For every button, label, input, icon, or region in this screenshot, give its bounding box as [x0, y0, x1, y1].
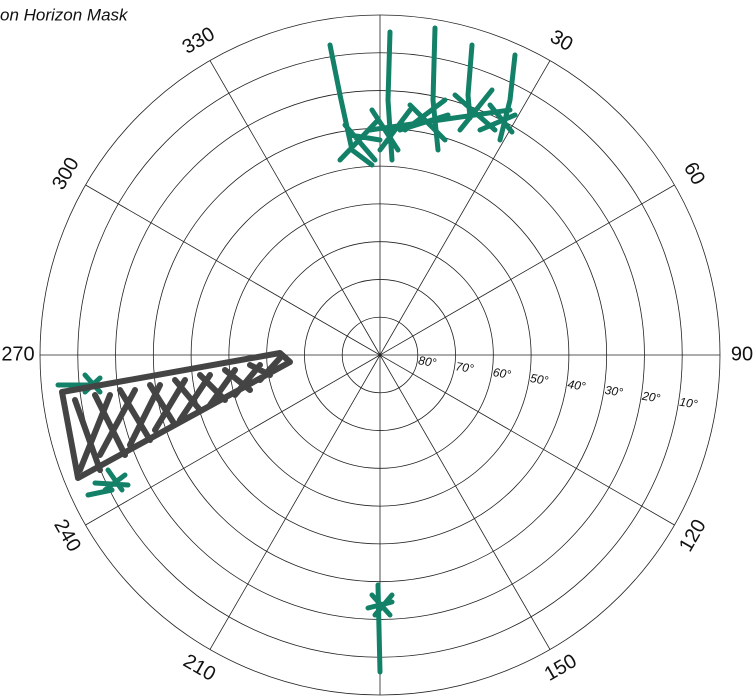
- spoke: [85, 354, 381, 526]
- r-tick-label: 70°: [455, 359, 475, 376]
- r-tick-label: 60°: [492, 365, 512, 382]
- obstruction-sketch: [55, 25, 518, 675]
- theta-tick-label: 60: [679, 159, 709, 189]
- theta-tick-label: 300: [48, 154, 84, 194]
- spoke: [379, 354, 675, 526]
- theta-tick-label: 240: [49, 516, 85, 556]
- r-tick-label: 10°: [678, 395, 698, 412]
- spoke: [379, 60, 551, 356]
- spoke: [209, 60, 381, 356]
- spoke: [85, 184, 381, 356]
- r-tick-label: 30°: [604, 383, 624, 400]
- spoke: [209, 354, 381, 650]
- grid: [39, 14, 721, 696]
- spoke: [379, 354, 551, 650]
- theta-tick-label: 0: [374, 0, 385, 3]
- r-tick-label: 80°: [417, 353, 437, 370]
- spoke: [379, 184, 675, 356]
- theta-tick-label: 150: [541, 650, 581, 686]
- theta-tick-label: 210: [179, 650, 219, 686]
- chart-title: on Horizon Mask: [0, 5, 129, 24]
- theta-tick-label: 30: [546, 26, 576, 56]
- r-tick-label: 20°: [640, 389, 661, 406]
- theta-tick-label: 120: [675, 516, 711, 556]
- theta-tick-label: 330: [179, 23, 219, 59]
- r-tick-label: 50°: [529, 371, 549, 388]
- r-tick-label: 40°: [567, 377, 587, 394]
- theta-tick-label: 90: [731, 343, 753, 365]
- theta-tick-label: 270: [1, 343, 34, 365]
